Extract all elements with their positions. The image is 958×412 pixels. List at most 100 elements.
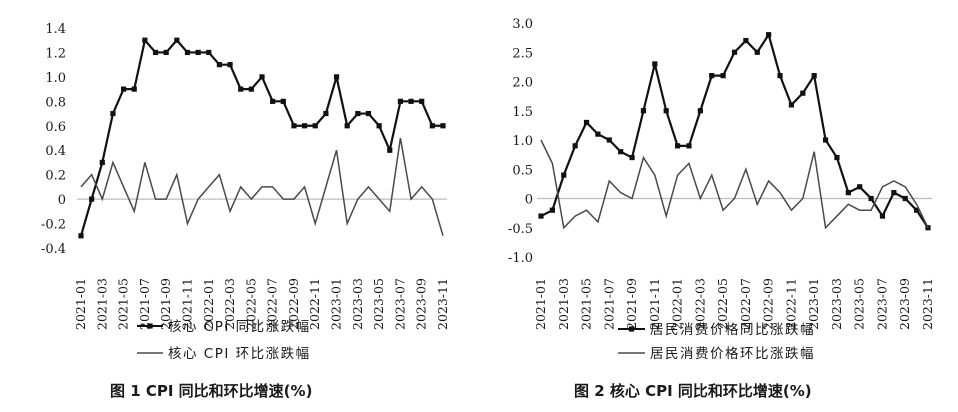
data-point: [152, 49, 159, 56]
data-point: [120, 86, 127, 92]
data-point: [142, 37, 148, 43]
data-point: [845, 190, 851, 196]
x-tick-label: 2022-01: [201, 278, 216, 330]
data-point: [606, 137, 612, 143]
data-point: [440, 123, 446, 129]
data-point: [238, 86, 244, 92]
series-line-mom: [80, 137, 444, 236]
x-tick-label: 2022-01: [670, 278, 685, 330]
x-tick-label: 2023-07: [874, 278, 889, 330]
chart-1: -0.4 -0.2 0 0.2 0.4 0.6 0.8 1.0 1.2 1.4 2021-01 202…: [41, 22, 450, 400]
data-point: [788, 102, 795, 108]
y-tick-label: -1.0: [508, 251, 533, 266]
data-point: [248, 86, 254, 92]
data-point: [583, 119, 590, 126]
data-point: [674, 143, 681, 149]
y-tick-label: 2.5: [512, 46, 533, 61]
x-tick-label: 2022-05: [715, 278, 730, 330]
figure-caption: 图 2 核心 CPI 同比和环比增速(%): [574, 382, 812, 400]
data-point: [879, 213, 886, 219]
data-point: [686, 143, 692, 149]
data-point: [280, 98, 286, 104]
y-tick-label: 2.0: [512, 76, 533, 91]
x-tick-label: 2023-03: [350, 278, 365, 330]
x-tick-label: 2021-11: [647, 278, 662, 330]
data-point: [868, 195, 874, 202]
x-tick-label: 2021-03: [556, 278, 571, 330]
y-tick-label: 1.0: [45, 71, 66, 86]
data-point: [697, 108, 703, 114]
x-tick-label: 2021-01: [73, 278, 88, 330]
x-tick-label: 2022-11: [307, 278, 322, 330]
x-tick-label: 2021-09: [158, 278, 173, 330]
data-point: [419, 98, 425, 104]
data-point: [834, 154, 840, 161]
data-point: [206, 49, 212, 56]
data-point: [709, 73, 715, 79]
data-point: [301, 123, 308, 129]
data-point: [572, 143, 578, 149]
data-point: [78, 233, 84, 239]
x-tick-label: 2023-11: [920, 278, 935, 330]
x-tick-label: 2022-09: [761, 278, 776, 330]
data-point: [561, 172, 567, 178]
x-tick-label: 2022-09: [286, 278, 301, 330]
y-tick-label: 0: [58, 193, 66, 208]
data-point: [131, 86, 137, 92]
data-point: [822, 137, 829, 143]
y-tick-label: 0.8: [45, 95, 66, 110]
y-tick-label: 0: [525, 193, 533, 208]
data-point: [538, 213, 544, 219]
x-tick-label: 2021-07: [137, 278, 152, 330]
x-tick-label: 2021-05: [579, 278, 594, 330]
data-point: [891, 190, 897, 196]
x-tick-label: 2023-01: [329, 278, 344, 330]
x-tick-label: 2021-05: [116, 278, 131, 330]
x-tick-label: 2022-07: [265, 278, 280, 330]
x-tick-label: 2023-09: [414, 278, 429, 330]
data-point: [365, 110, 372, 117]
data-point: [902, 195, 908, 202]
x-tick-label: 2022-05: [243, 278, 258, 330]
legend-marker: [628, 326, 635, 332]
data-point: [344, 123, 350, 129]
y-tick-label: -0.4: [41, 242, 66, 257]
data-point: [110, 110, 116, 117]
data-point: [174, 37, 180, 43]
data-point: [216, 62, 223, 68]
data-point: [629, 154, 635, 161]
legend-label: 核心 CPI 同比涨跌幅: [168, 319, 311, 335]
y-tick-label: 1.0: [512, 134, 533, 149]
data-point: [291, 123, 297, 129]
data-point: [270, 98, 276, 104]
x-tick-label: 2022-03: [692, 278, 707, 330]
data-point: [376, 123, 382, 129]
data-point: [429, 123, 435, 129]
x-tick-label: 2023-07: [392, 278, 407, 330]
y-tick-label: 1.4: [45, 22, 66, 37]
x-tick-label: 2022-11: [783, 278, 798, 330]
data-point: [195, 49, 201, 56]
y-tick-label: 3.0: [512, 17, 533, 32]
data-point: [857, 184, 863, 190]
legend-label: 居民消费价格环比涨跌幅: [650, 346, 815, 362]
x-tick-label: 2023-11: [435, 278, 450, 330]
data-point: [163, 49, 169, 56]
data-point: [549, 207, 555, 213]
data-point: [777, 73, 783, 79]
data-point: [720, 73, 726, 79]
y-tick-label: 1.2: [45, 46, 66, 61]
data-point: [259, 74, 265, 80]
y-tick-label: 0.2: [45, 169, 66, 184]
y-tick-label: -0.5: [508, 222, 533, 237]
x-tick-label: 2022-03: [222, 278, 237, 330]
data-point: [89, 196, 95, 202]
x-tick-label: 2023-05: [371, 278, 386, 330]
series-line-mom: [540, 139, 929, 230]
y-tick-label: 0.5: [512, 163, 533, 178]
y-tick-label: 1.5: [512, 105, 533, 120]
data-point: [731, 49, 738, 55]
x-tick-label: 2021-11: [179, 278, 194, 330]
data-point: [754, 49, 760, 55]
